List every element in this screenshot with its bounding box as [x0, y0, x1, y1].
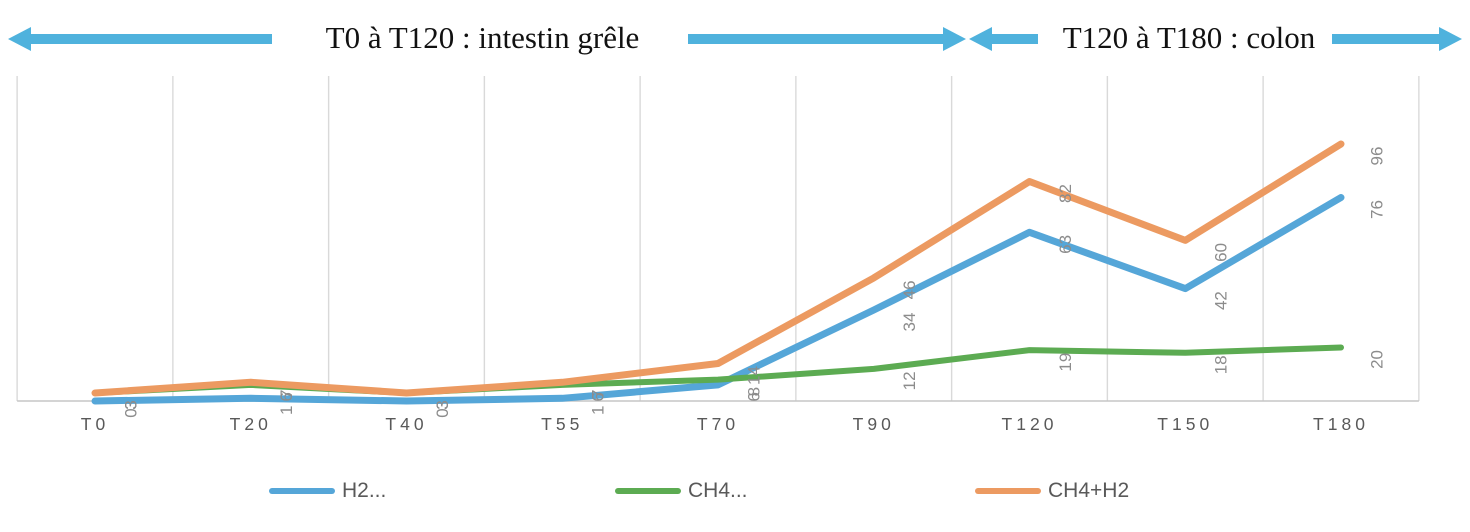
x-axis-label: T150 [1157, 414, 1213, 434]
data-label: 7 [277, 390, 296, 399]
data-label: 42 [1212, 291, 1231, 310]
legend-label: CH4+H2 [1048, 479, 1130, 502]
legend-line-swatch-ch4h2 [975, 488, 1041, 494]
legend-line-swatch-ch4 [615, 488, 681, 494]
data-label: 1 [589, 406, 608, 415]
legend-label: H2... [342, 479, 387, 502]
x-axis-label: T55 [541, 414, 583, 434]
x-axis-label: T20 [230, 414, 272, 434]
data-label: 3 [122, 400, 141, 409]
data-label: 96 [1368, 147, 1387, 166]
legend-item-ch4: CH4... [615, 476, 748, 506]
x-axis-label: T70 [697, 414, 739, 434]
data-label: 18 [1212, 355, 1231, 374]
timeline-arrow-small-intestine [8, 27, 966, 51]
arrow-shaft [990, 34, 1038, 44]
data-label: 0 [433, 408, 452, 417]
arrow-shaft [29, 34, 272, 44]
x-axis-label: T40 [385, 414, 427, 434]
data-label: 8 [745, 387, 764, 396]
arrow-shaft [688, 34, 944, 44]
data-label: 0 [122, 408, 141, 417]
arrow-right-head-icon [943, 27, 966, 51]
phase-label-small-intestine: T0 à T120 : intestin grêle [325, 20, 640, 55]
series-line-h2 [91, 194, 1345, 405]
data-label: 6 [277, 392, 296, 401]
legend-item-h2: H2... [269, 476, 386, 506]
x-axis-label: T90 [853, 414, 895, 434]
arrow-left-head-icon [8, 27, 31, 51]
data-label: 60 [1212, 243, 1231, 262]
data-label: 82 [1056, 184, 1075, 203]
legend-line-swatch-h2 [269, 488, 335, 494]
x-axis-label: T180 [1313, 414, 1369, 434]
x-axis-label: T120 [1002, 414, 1058, 434]
data-label: 19 [1056, 353, 1075, 372]
data-label: 3 [433, 400, 452, 409]
data-label: 34 [900, 313, 919, 332]
data-label: 14 [745, 366, 764, 385]
data-label: 46 [900, 280, 919, 299]
legend-item-ch4h2: CH4+H2 [975, 476, 1129, 506]
data-label: 6 [745, 392, 764, 401]
data-label: 12 [900, 371, 919, 390]
series-line-ch4h2 [91, 140, 1345, 397]
x-axis-label: T0 [81, 414, 109, 434]
timeline-arrow-colon [969, 27, 1462, 51]
phase-label-colon: T120 à T180 : colon [1062, 20, 1316, 55]
data-label: 1 [277, 406, 296, 415]
data-label: 7 [589, 390, 608, 399]
data-label: 63 [1056, 235, 1075, 254]
arrow-left-head-icon [969, 27, 992, 51]
data-label: 6 [589, 392, 608, 401]
data-label: 20 [1368, 350, 1387, 369]
data-label: 76 [1368, 200, 1387, 219]
arrow-right-head-icon [1439, 27, 1462, 51]
data-label: 3 [122, 400, 141, 409]
data-label: 3 [433, 400, 452, 409]
chart-legend: H2... CH4... CH4+H2 [0, 476, 1470, 506]
legend-label: CH4... [688, 479, 748, 502]
arrow-shaft [1332, 34, 1440, 44]
